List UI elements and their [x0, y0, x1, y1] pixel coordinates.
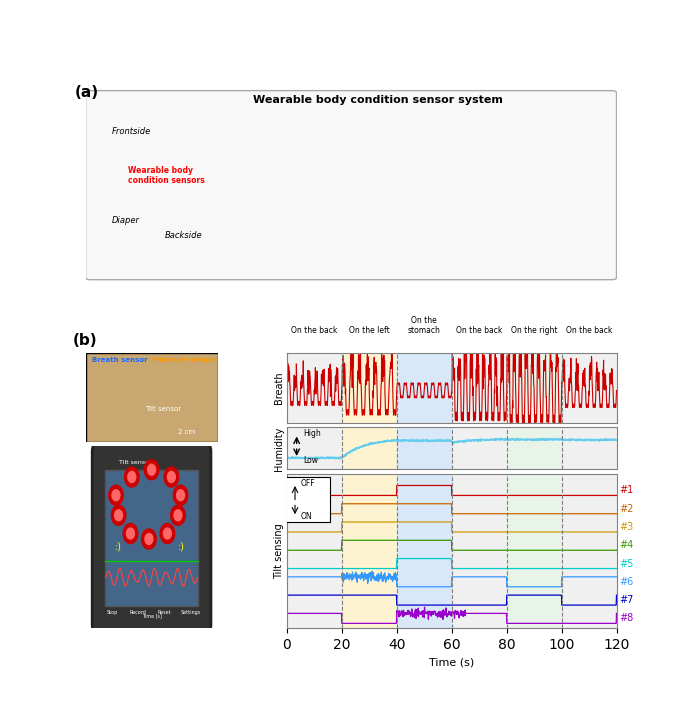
Circle shape	[109, 485, 123, 505]
Text: (a): (a)	[75, 85, 99, 100]
Text: #5: #5	[619, 558, 634, 568]
Circle shape	[127, 528, 134, 539]
Circle shape	[164, 528, 171, 539]
Bar	[287, 474, 342, 628]
FancyBboxPatch shape	[105, 469, 198, 606]
Bar	[342, 474, 397, 628]
Text: #7: #7	[619, 595, 634, 605]
Circle shape	[147, 465, 155, 475]
Y-axis label: Tilt sensing: Tilt sensing	[274, 523, 284, 579]
Text: :): :)	[114, 542, 122, 552]
Bar	[451, 427, 507, 469]
Text: Wearable body condition sensor system: Wearable body condition sensor system	[253, 95, 503, 104]
Bar	[397, 427, 451, 469]
Circle shape	[164, 467, 179, 487]
Text: Low: Low	[303, 457, 319, 465]
Circle shape	[173, 485, 188, 505]
Circle shape	[112, 490, 120, 501]
Text: #4: #4	[619, 540, 634, 550]
Text: Breath sensor: Breath sensor	[92, 357, 148, 363]
Text: OFF: OFF	[301, 479, 315, 489]
Bar	[287, 352, 342, 423]
Circle shape	[171, 505, 185, 525]
Text: Moisture sensor: Moisture sensor	[151, 357, 216, 363]
Bar	[562, 474, 616, 628]
Circle shape	[123, 523, 138, 544]
Bar	[562, 352, 616, 423]
Text: High: High	[303, 429, 321, 438]
Circle shape	[145, 534, 153, 544]
Text: #6: #6	[619, 577, 634, 587]
Text: #3: #3	[619, 522, 634, 532]
Circle shape	[125, 467, 139, 487]
Text: Tilt sensor: Tilt sensor	[119, 460, 151, 465]
FancyBboxPatch shape	[284, 477, 329, 522]
Text: Reset: Reset	[158, 610, 171, 615]
Text: #1: #1	[619, 486, 634, 496]
FancyBboxPatch shape	[92, 443, 211, 634]
Text: Diaper: Diaper	[112, 215, 140, 225]
Text: :): :)	[178, 542, 185, 552]
Text: Time [s]: Time [s]	[142, 614, 162, 618]
Text: Frontside: Frontside	[112, 127, 151, 136]
Circle shape	[128, 472, 136, 482]
Text: Tilt sensor: Tilt sensor	[145, 406, 181, 412]
Bar	[451, 474, 507, 628]
Text: Stop: Stop	[106, 610, 118, 615]
Text: On the back: On the back	[291, 326, 338, 335]
Circle shape	[160, 523, 175, 544]
Bar	[507, 352, 562, 423]
Circle shape	[112, 505, 126, 525]
Text: On the back: On the back	[456, 326, 502, 335]
Text: On the left: On the left	[349, 326, 390, 335]
Bar	[287, 427, 342, 469]
Y-axis label: Humidity: Humidity	[274, 426, 284, 470]
FancyBboxPatch shape	[86, 90, 616, 280]
Text: Settings: Settings	[181, 610, 201, 615]
Bar	[342, 427, 397, 469]
Bar	[507, 427, 562, 469]
Bar	[451, 352, 507, 423]
Text: #8: #8	[619, 614, 634, 623]
Text: #2: #2	[619, 504, 634, 514]
Bar	[342, 352, 397, 423]
Bar	[397, 352, 451, 423]
Circle shape	[167, 472, 175, 482]
Text: Record: Record	[130, 610, 147, 615]
Text: ON: ON	[301, 512, 312, 521]
Circle shape	[145, 460, 159, 479]
X-axis label: Time (s): Time (s)	[429, 657, 474, 668]
Y-axis label: Breath: Breath	[274, 371, 284, 404]
Bar	[507, 474, 562, 628]
Text: On the
stomach: On the stomach	[408, 316, 440, 335]
Circle shape	[174, 510, 182, 521]
Text: (b): (b)	[73, 333, 97, 348]
Bar	[397, 474, 451, 628]
FancyBboxPatch shape	[86, 352, 218, 441]
Text: Backside: Backside	[165, 232, 203, 240]
Text: Wearable body
condition sensors: Wearable body condition sensors	[128, 166, 205, 185]
Text: 2 cm: 2 cm	[178, 429, 195, 436]
Circle shape	[142, 529, 156, 549]
Bar	[562, 427, 616, 469]
Text: On the right: On the right	[511, 326, 558, 335]
Circle shape	[114, 510, 123, 521]
Text: On the back: On the back	[566, 326, 612, 335]
Circle shape	[177, 490, 184, 501]
